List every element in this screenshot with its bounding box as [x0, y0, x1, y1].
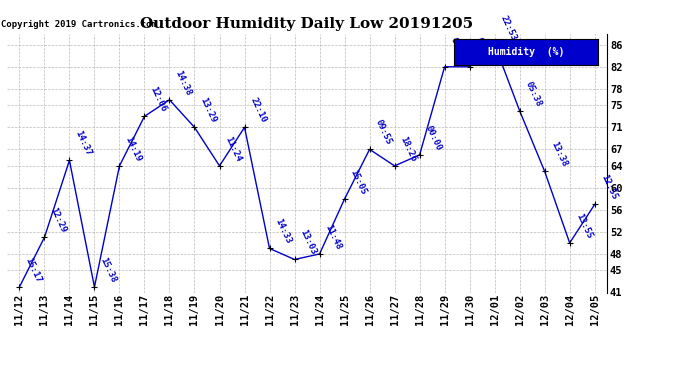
Text: 18:26: 18:26: [399, 135, 418, 163]
Text: 13:03: 13:03: [299, 228, 318, 257]
Text: 13:55: 13:55: [574, 212, 593, 240]
Text: 14:37: 14:37: [74, 129, 93, 158]
Text: 12:06: 12:06: [148, 86, 168, 114]
Text: 00:00: 00:00: [424, 124, 443, 152]
Text: 13:29: 13:29: [199, 96, 218, 124]
Text: 11:48: 11:48: [324, 223, 343, 251]
Text: Copyright 2019 Cartronics.com: Copyright 2019 Cartronics.com: [1, 20, 157, 28]
Text: 15:17: 15:17: [23, 256, 43, 284]
Text: 05:38: 05:38: [524, 80, 543, 108]
Text: 15:38: 15:38: [99, 256, 118, 284]
Text: 13:38: 13:38: [549, 141, 569, 169]
Text: 14:33: 14:33: [274, 217, 293, 246]
Text: 22:10: 22:10: [248, 96, 268, 124]
Text: 12:55: 12:55: [599, 174, 618, 202]
Text: 15:05: 15:05: [348, 168, 368, 196]
Title: Outdoor Humidity Daily Low 20191205: Outdoor Humidity Daily Low 20191205: [141, 17, 473, 31]
Text: 14:38: 14:38: [174, 69, 193, 97]
Text: 14:19: 14:19: [124, 135, 143, 163]
Text: 00:10: 00:10: [474, 36, 493, 64]
Text: 12:29: 12:29: [48, 207, 68, 235]
Text: 09:55: 09:55: [374, 118, 393, 147]
Text: 22:53: 22:53: [499, 14, 518, 42]
Text: 11:24: 11:24: [224, 135, 243, 163]
Text: 00:00: 00:00: [448, 36, 469, 64]
